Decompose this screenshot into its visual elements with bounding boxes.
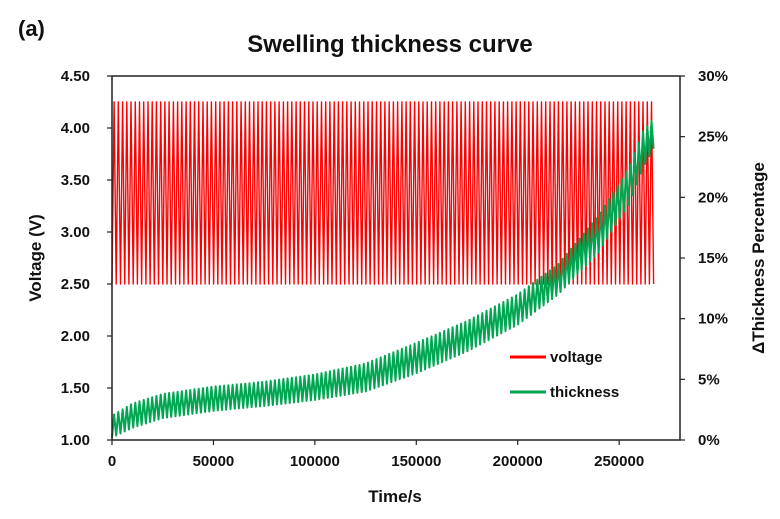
y-axis-right: 0% 5% 10% 15% 20% 25% 30% xyxy=(680,68,728,449)
x-tick-label: 50000 xyxy=(193,453,235,470)
y-axis-left: 1.00 1.50 2.00 2.50 3.00 3.50 4.00 4.50 xyxy=(61,68,112,449)
y-right-tick-label: 30% xyxy=(698,68,728,85)
y-right-tick-label: 0% xyxy=(698,432,720,449)
y-axis-left-title: Voltage (V) xyxy=(26,214,45,302)
plot-series xyxy=(111,101,655,438)
x-tick-label: 250000 xyxy=(594,453,644,470)
y-right-tick-label: 25% xyxy=(698,129,728,146)
y-axis-right-title: ΔThickness Percentage xyxy=(749,162,768,354)
y-left-tick-label: 1.00 xyxy=(61,432,90,449)
y-right-tick-label: 15% xyxy=(698,250,728,267)
y-right-tick-label: 20% xyxy=(698,189,728,206)
x-tick-label: 150000 xyxy=(391,453,441,470)
chart-title: Swelling thickness curve xyxy=(247,31,532,58)
y-left-tick-label: 2.50 xyxy=(61,276,90,293)
y-left-tick-label: 2.00 xyxy=(61,328,90,345)
x-tick-label: 0 xyxy=(108,453,116,470)
y-left-tick-label: 4.50 xyxy=(61,68,90,85)
y-right-tick-label: 5% xyxy=(698,371,720,388)
x-tick-label: 200000 xyxy=(493,453,543,470)
panel-label: (a) xyxy=(18,16,45,41)
series-line-thickness xyxy=(111,120,655,438)
legend-label-voltage: voltage xyxy=(550,349,603,366)
y-left-tick-label: 1.50 xyxy=(61,380,90,397)
y-left-tick-label: 3.00 xyxy=(61,224,90,241)
series-line-voltage xyxy=(111,101,655,285)
legend: voltage thickness xyxy=(510,349,619,401)
x-tick-label: 100000 xyxy=(290,453,340,470)
y-left-tick-label: 4.00 xyxy=(61,120,90,137)
x-axis: 0 50000 100000 150000 200000 250000 xyxy=(108,440,644,470)
x-axis-title: Time/s xyxy=(368,487,422,506)
y-left-tick-label: 3.50 xyxy=(61,172,90,189)
legend-label-thickness: thickness xyxy=(550,384,619,401)
y-right-tick-label: 10% xyxy=(698,311,728,328)
